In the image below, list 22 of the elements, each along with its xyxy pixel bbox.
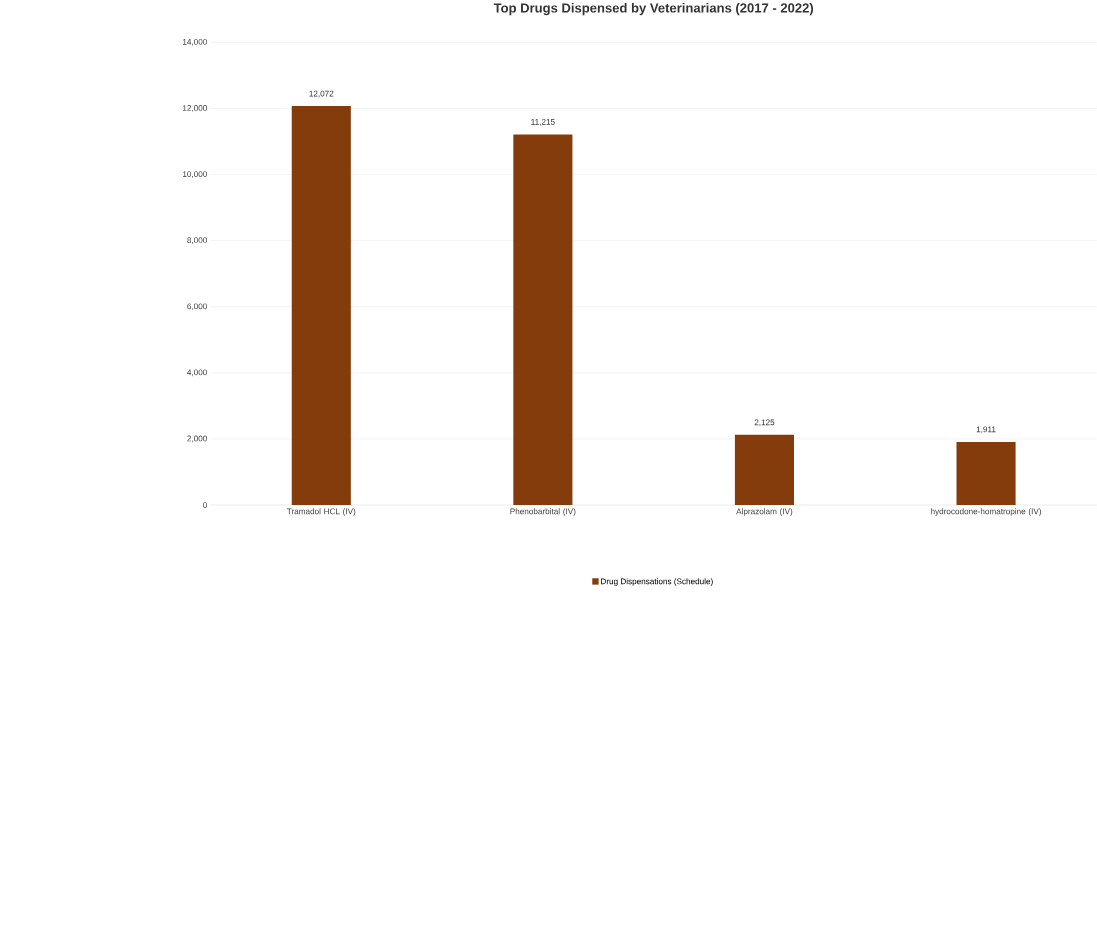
- x-tick-label: Phenobarbital (IV): [510, 508, 576, 516]
- y-tick-label: 8,000: [187, 237, 207, 245]
- y-tick-label: 0: [203, 502, 207, 508]
- data-label: 1,911: [976, 426, 996, 434]
- y-tick-label: 14,000: [183, 39, 207, 46]
- y-tick-label: 10,000: [183, 171, 207, 178]
- y-tick-label: 6,000: [187, 303, 207, 311]
- data-label: 2,125: [754, 419, 775, 427]
- y-tick-label: 12,000: [183, 105, 207, 112]
- y-tick-label: 2,000: [187, 435, 207, 443]
- x-tick-label: hydrocodone-homatropine (IV): [931, 508, 1042, 516]
- x-tick-label: Tramadol HCL (IV): [286, 508, 356, 516]
- bar: [291, 106, 351, 506]
- data-label: 12,072: [309, 90, 334, 98]
- bar: [734, 434, 794, 506]
- data-label: 11,215: [531, 119, 555, 126]
- y-tick-label: 4,000: [187, 369, 207, 377]
- x-tick-label: Alprazolam (IV): [736, 508, 793, 516]
- bar: [513, 134, 573, 506]
- legend-label: Drug Dispensations (Schedule): [601, 578, 713, 586]
- chart-title: Top Drugs Dispensed by Veterinarians (2017 - 2022): [493, 3, 814, 16]
- bar: [956, 441, 1016, 506]
